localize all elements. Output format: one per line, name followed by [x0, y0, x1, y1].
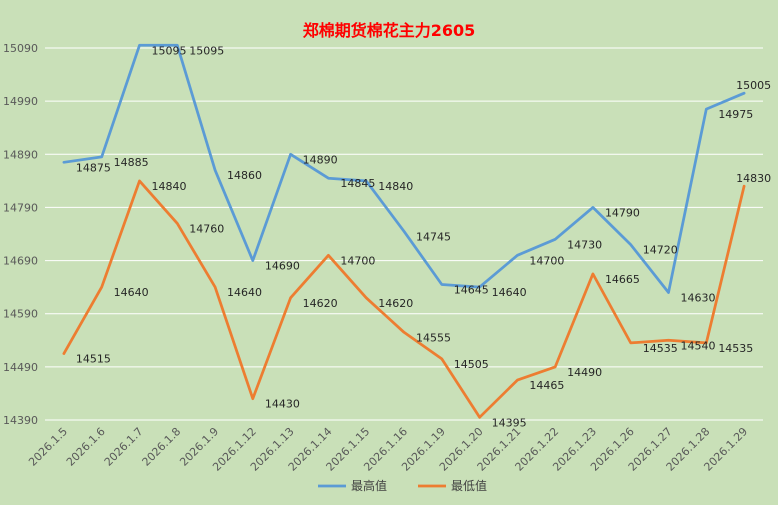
x-tick-label: 2026.1.5 [26, 425, 70, 469]
data-label: 14640 [114, 286, 149, 299]
data-label: 14860 [227, 169, 262, 182]
data-label: 14890 [303, 153, 338, 166]
data-label: 14465 [529, 379, 564, 392]
data-label: 14745 [416, 230, 451, 243]
data-label: 14505 [454, 358, 489, 371]
data-label: 14665 [605, 273, 640, 286]
y-tick-label: 14690 [3, 255, 38, 268]
y-tick-label: 14490 [3, 361, 38, 374]
data-label: 14645 [454, 283, 489, 296]
data-label: 14630 [681, 291, 716, 304]
data-label: 15005 [736, 79, 771, 92]
data-label: 14760 [189, 222, 224, 235]
data-label: 14620 [378, 297, 413, 310]
x-tick-label: 2026.1.6 [64, 425, 108, 469]
data-label: 14555 [416, 331, 451, 344]
data-label: 14515 [76, 353, 111, 366]
series-line-0 [62, 43, 746, 294]
data-label: 14885 [114, 156, 149, 169]
data-label: 14640 [227, 286, 262, 299]
legend: 最高值 最低值 [318, 478, 487, 493]
data-label: 14700 [340, 254, 375, 267]
y-tick-label: 15090 [3, 42, 38, 55]
series-line-1 [62, 179, 746, 419]
y-tick-label: 14390 [3, 414, 38, 427]
y-tick-label: 14990 [3, 95, 38, 108]
data-label: 14395 [492, 416, 527, 429]
chart-title: 郑棉期货棉花主力2605 [303, 21, 476, 40]
data-label: 15095 [151, 44, 186, 57]
data-label: 14720 [643, 244, 678, 257]
data-label: 14540 [681, 339, 716, 352]
data-label: 14430 [265, 398, 300, 411]
legend-label: 最低值 [451, 478, 487, 493]
y-axis: 14390 14490 14590 14690 14790 14890 14990 15090 [3, 42, 38, 427]
data-label: 14535 [718, 342, 753, 355]
legend-label: 最高值 [351, 478, 387, 493]
data-label: 14790 [605, 206, 640, 219]
data-label: 14840 [378, 180, 413, 193]
data-label: 14620 [303, 297, 338, 310]
data-label: 14975 [718, 108, 753, 121]
data-label: 14690 [265, 260, 300, 273]
data-label: 14845 [340, 177, 375, 190]
y-tick-label: 14590 [3, 308, 38, 321]
gridlines [45, 47, 763, 421]
x-axis: 2026.1.52026.1.62026.1.72026.1.82026.1.9… [26, 425, 750, 474]
data-label: 14640 [492, 286, 527, 299]
x-tick-label: 2026.1.7 [102, 425, 146, 469]
y-tick-label: 14790 [3, 201, 38, 214]
data-label: 14700 [529, 254, 564, 267]
data-label: 14875 [76, 161, 111, 174]
data-labels: 14875 14885 15095 15095 14860 14690 1489014845… [76, 44, 771, 429]
x-tick-label: 2026.1.8 [140, 425, 184, 469]
data-label: 14840 [151, 180, 186, 193]
data-label: 15095 [189, 44, 224, 57]
data-label: 14490 [567, 366, 602, 379]
data-label: 14535 [643, 342, 678, 355]
series-lines [62, 43, 746, 419]
data-label: 14830 [736, 172, 771, 185]
y-tick-label: 14890 [3, 148, 38, 161]
data-label: 14730 [567, 238, 602, 251]
